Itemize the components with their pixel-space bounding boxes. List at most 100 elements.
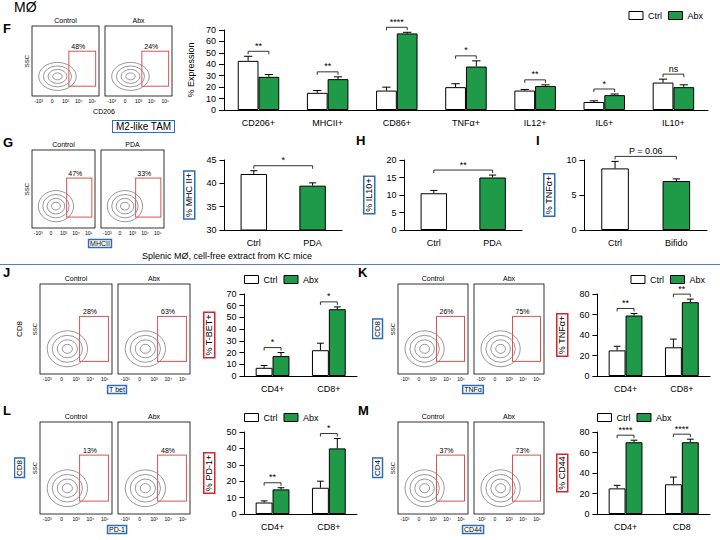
svg-text:40: 40 [579, 330, 589, 340]
svg-text:10: 10 [566, 155, 576, 165]
svg-text:80: 80 [579, 427, 589, 437]
svg-text:Abx: Abx [689, 275, 705, 285]
svg-text:10³: 10³ [505, 516, 513, 522]
svg-text:40: 40 [226, 443, 236, 453]
svg-text:-10³: -10³ [34, 98, 43, 104]
svg-text:Ctrl: Ctrl [264, 413, 278, 423]
svg-text:Bifido: Bifido [665, 238, 688, 248]
svg-text:10⁵: 10⁵ [179, 516, 187, 522]
svg-text:30: 30 [206, 71, 216, 81]
svg-text:% T-BET+: % T-BET+ [204, 314, 214, 355]
svg-text:10³: 10³ [135, 98, 143, 104]
svg-text:30: 30 [206, 225, 216, 235]
svg-text:*: * [271, 337, 275, 347]
svg-text:20: 20 [206, 82, 216, 92]
svg-text:40: 40 [206, 178, 216, 188]
svg-text:10³: 10³ [72, 516, 80, 522]
svg-text:10: 10 [226, 359, 236, 369]
svg-text:0: 0 [571, 225, 576, 235]
svg-text:0: 0 [60, 376, 63, 382]
svg-text:**: ** [460, 160, 468, 170]
svg-text:10⁵: 10⁵ [533, 516, 541, 522]
svg-text:-10³: -10³ [121, 516, 130, 522]
svg-text:0: 0 [231, 371, 236, 381]
svg-text:10³: 10³ [60, 230, 68, 236]
svg-text:10⁴: 10⁴ [519, 516, 527, 522]
svg-text:10⁴: 10⁴ [519, 376, 527, 382]
svg-text:0: 0 [211, 105, 216, 115]
svg-text:**: ** [622, 298, 630, 308]
svg-text:**: ** [532, 69, 540, 79]
svg-text:Control: Control [422, 275, 445, 282]
svg-text:30: 30 [226, 460, 236, 470]
svg-text:10³: 10³ [129, 230, 137, 236]
svg-text:0: 0 [60, 516, 63, 522]
svg-text:10⁵: 10⁵ [161, 98, 169, 104]
svg-text:Ctrl: Ctrl [427, 238, 441, 248]
svg-text:40: 40 [226, 324, 236, 334]
svg-text:10: 10 [206, 94, 216, 104]
svg-text:10⁴: 10⁴ [87, 516, 95, 522]
svg-text:Abx: Abx [503, 413, 516, 420]
svg-text:10³: 10³ [62, 98, 70, 104]
svg-text:SSC: SSC [390, 461, 396, 474]
svg-text:5: 5 [571, 190, 576, 200]
svg-text:37%: 37% [439, 447, 453, 454]
svg-text:P = 0.06: P = 0.06 [629, 146, 663, 156]
svg-text:10⁴: 10⁴ [75, 98, 83, 104]
svg-text:13%: 13% [83, 447, 97, 454]
svg-text:MHCII: MHCII [90, 240, 110, 247]
svg-text:Control: Control [54, 17, 77, 24]
svg-text:10⁴: 10⁴ [165, 376, 173, 382]
svg-text:CD8+: CD8+ [670, 384, 693, 394]
svg-text:20: 20 [386, 155, 396, 165]
svg-text:IL10+: IL10+ [662, 118, 685, 128]
svg-text:63%: 63% [161, 308, 175, 315]
svg-text:-10³: -10³ [103, 230, 112, 236]
svg-text:CD86+: CD86+ [383, 118, 411, 128]
svg-text:% PD-1+: % PD-1+ [204, 455, 214, 491]
svg-text:70: 70 [206, 25, 216, 35]
svg-text:10³: 10³ [429, 516, 437, 522]
svg-text:CD206+: CD206+ [242, 118, 275, 128]
svg-text:CD4: CD4 [373, 459, 382, 476]
svg-text:CD4+: CD4+ [614, 384, 637, 394]
svg-text:Control: Control [422, 413, 445, 420]
svg-text:**: ** [269, 472, 277, 482]
svg-text:SSC: SSC [32, 461, 38, 474]
svg-text:PDA: PDA [125, 141, 140, 148]
svg-text:-10³: -10³ [401, 376, 410, 382]
svg-text:10⁴: 10⁴ [87, 376, 95, 382]
svg-text:60: 60 [206, 36, 216, 46]
svg-text:Ctrl: Ctrl [617, 413, 631, 423]
svg-text:-10³: -10³ [107, 98, 116, 104]
svg-text:****: **** [619, 425, 634, 435]
svg-text:10³: 10³ [505, 376, 513, 382]
svg-text:0: 0 [418, 516, 421, 522]
svg-text:% CD44: % CD44 [557, 456, 567, 490]
svg-text:35: 35 [206, 202, 216, 212]
svg-text:Abx: Abx [303, 413, 319, 423]
svg-text:48%: 48% [71, 43, 85, 50]
svg-text:10³: 10³ [429, 376, 437, 382]
svg-text:0: 0 [494, 516, 497, 522]
svg-text:% TNFα+: % TNFα+ [544, 176, 554, 214]
svg-text:*: * [327, 291, 331, 301]
svg-text:10⁴: 10⁴ [443, 516, 451, 522]
svg-text:CD44: CD44 [464, 526, 482, 533]
svg-text:10⁴: 10⁴ [165, 516, 173, 522]
svg-text:0: 0 [231, 509, 236, 519]
svg-text:10⁵: 10⁵ [88, 98, 96, 104]
svg-text:SSC: SSC [24, 54, 30, 67]
svg-text:****: **** [675, 424, 690, 434]
svg-text:Abx: Abx [148, 275, 161, 282]
svg-text:Abx: Abx [303, 275, 319, 285]
svg-text:10⁵: 10⁵ [457, 376, 465, 382]
svg-text:10⁵: 10⁵ [154, 230, 162, 236]
svg-text:-10³: -10³ [477, 376, 486, 382]
svg-text:70: 70 [226, 289, 236, 299]
svg-text:75%: 75% [515, 308, 529, 315]
svg-text:10⁵: 10⁵ [457, 516, 465, 522]
svg-text:60: 60 [579, 310, 589, 320]
svg-text:60: 60 [579, 448, 589, 458]
